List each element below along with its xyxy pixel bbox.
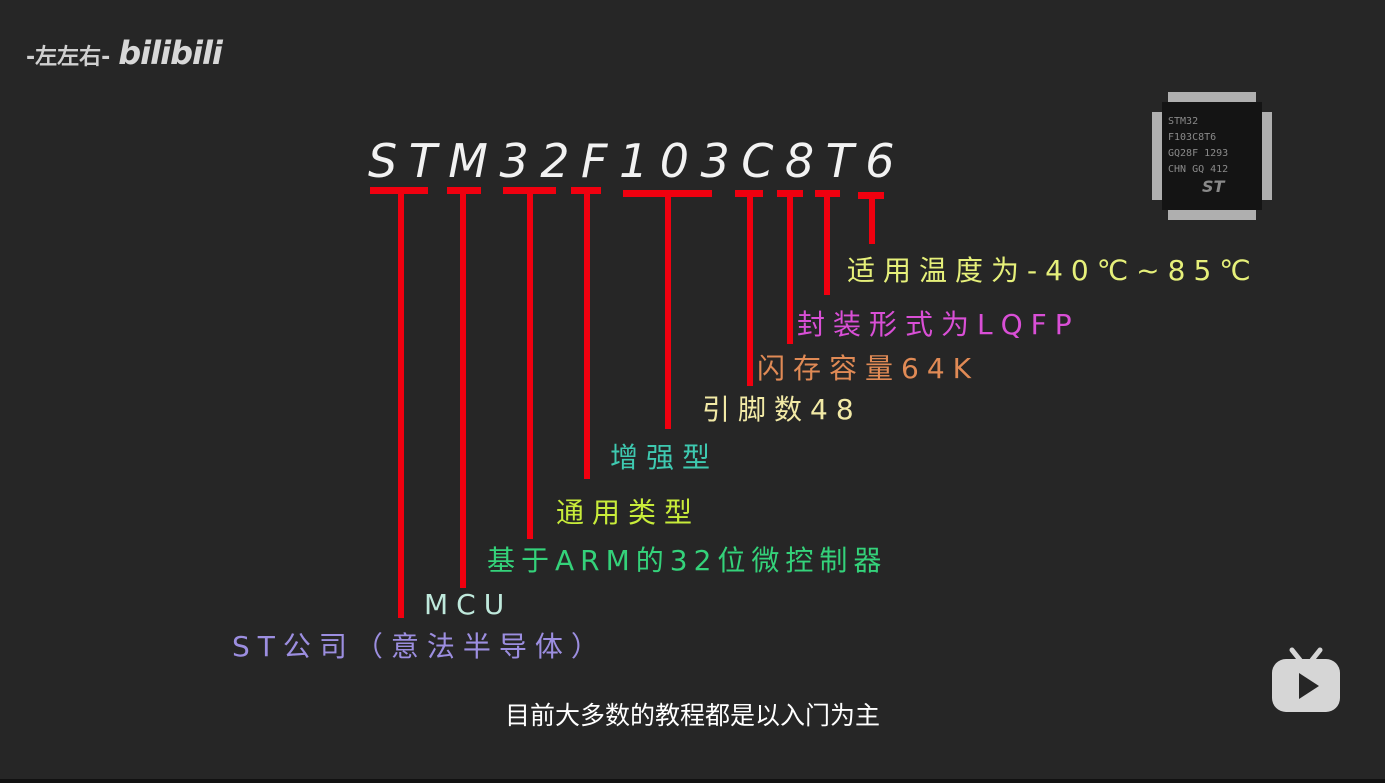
chip-line-4: CHN GQ 412: [1168, 164, 1228, 175]
chip-line-3: GQ28F 1293: [1168, 148, 1228, 159]
label-package: 封装形式为LQFP: [797, 308, 1080, 341]
channel-name: -左左右-: [26, 45, 111, 70]
stem-8: [787, 193, 793, 344]
stem-m: [460, 190, 466, 588]
bottom-edge: [0, 779, 1385, 783]
stem-t: [824, 193, 830, 295]
bilibili-logo: bilibili: [118, 34, 223, 72]
stem-f: [584, 190, 590, 479]
st-logo-icon: ST: [1202, 177, 1226, 196]
label-general: 通用类型: [556, 496, 701, 529]
bilibili-tv-play-icon[interactable]: [1272, 646, 1340, 712]
label-mcu: MCU: [424, 588, 513, 621]
stm32-chip-image: STM32 F103C8T6 GQ28F 1293 CHN GQ 412 ST: [1152, 92, 1272, 220]
subtitle: 目前大多数的教程都是以入门为主: [504, 701, 880, 730]
chip-line-2: F103C8T6: [1168, 132, 1216, 143]
label-temperature: 适用温度为-40℃~85℃: [847, 254, 1259, 287]
chip-line-1: STM32: [1168, 116, 1198, 127]
stem-c: [747, 193, 753, 386]
part-number: STM32F103C8T6: [368, 134, 907, 188]
channel-watermark: -左左右-bilibili: [26, 34, 223, 72]
stem-6: [869, 195, 875, 244]
label-enhanced: 增强型: [610, 441, 719, 474]
label-arm32: 基于ARM的32位微控制器: [487, 544, 888, 577]
label-pins: 引脚数48: [702, 393, 862, 426]
label-flash: 闪存容量64K: [757, 352, 979, 385]
stem-103: [665, 193, 671, 429]
stem-32: [527, 190, 533, 539]
label-st-company: ST公司（意法半导体）: [232, 630, 607, 663]
stem-st: [398, 190, 404, 618]
